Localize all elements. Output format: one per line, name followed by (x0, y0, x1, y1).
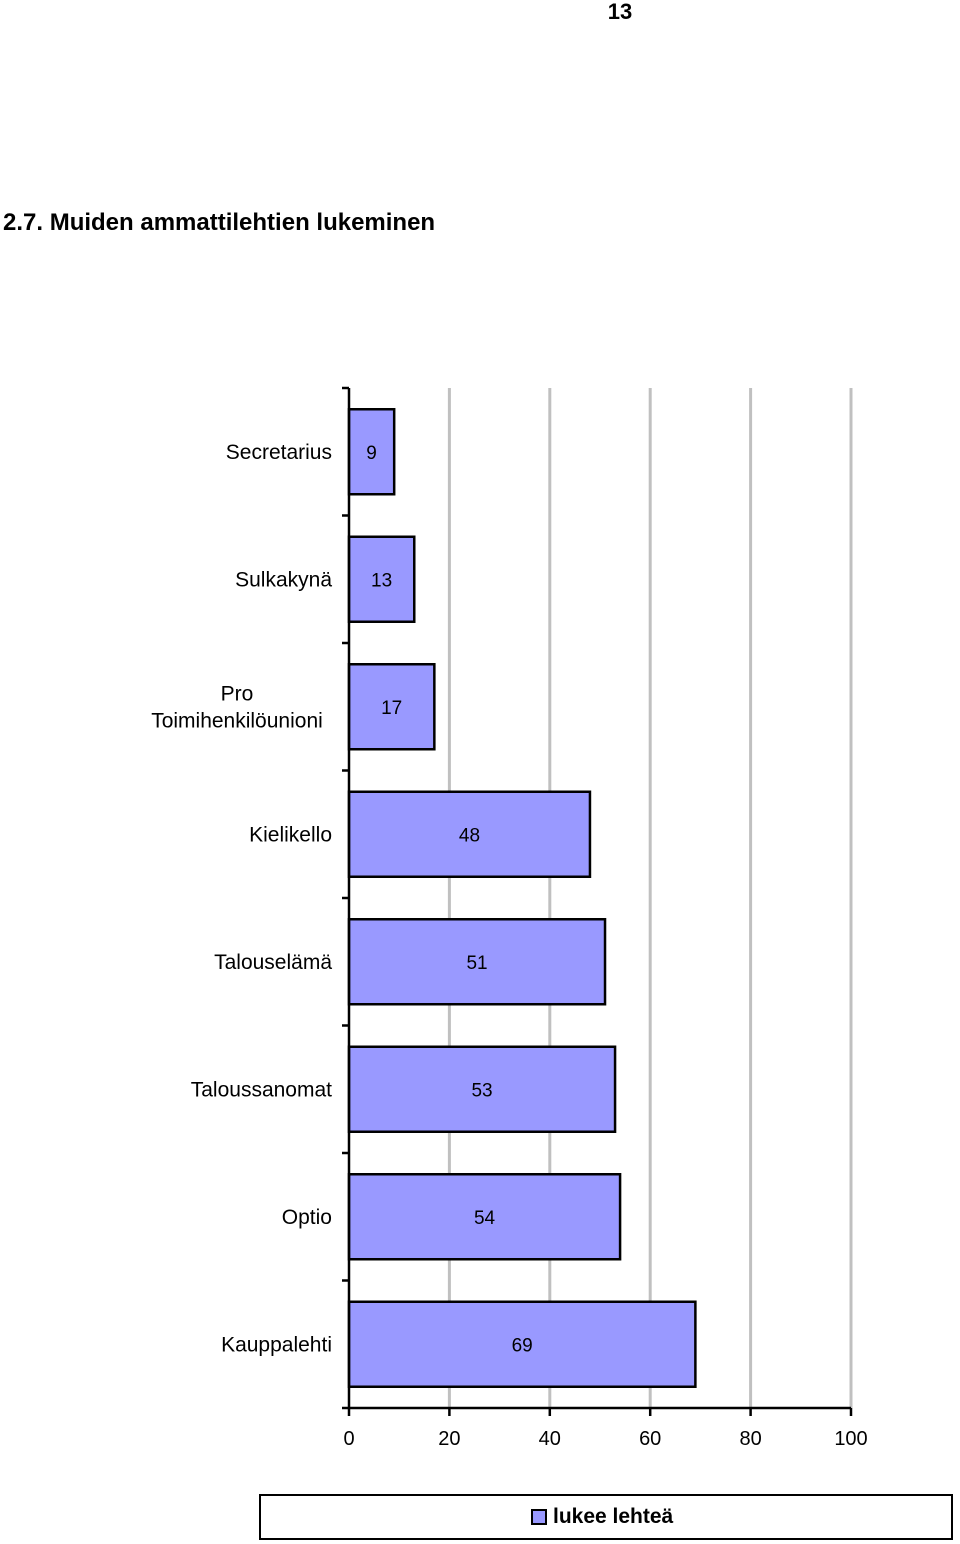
legend-label: lukee lehteä (553, 1505, 674, 1528)
x-tick-label: 80 (739, 1428, 761, 1450)
chart-axes (342, 386, 853, 1416)
section-title: 2.7. Muiden ammattilehtien lukeminen (3, 209, 436, 236)
category-label-line: Toimihenkilöunioni (151, 709, 323, 732)
category-label: Taloussanomat (191, 1078, 332, 1101)
bar-value-label: 17 (381, 698, 402, 719)
bar (347, 790, 592, 878)
category-label: Sulkakynä (235, 568, 332, 591)
chart-labels: 9 Secretarius 13 Sulkakynä 17 Pro Toimihenkilö… (151, 441, 867, 1450)
bar-value-label: 51 (466, 953, 487, 974)
x-tick-label: 40 (539, 1428, 561, 1450)
bar-value-label: 53 (471, 1080, 492, 1101)
bar-value-label: 9 (366, 443, 377, 464)
chart-legend: lukee lehteä (259, 1494, 953, 1540)
category-label: Kauppalehti (221, 1333, 332, 1356)
bar (347, 535, 416, 623)
x-tick-label: 60 (639, 1428, 661, 1450)
category-label: Pro Toimihenkilöunioni (151, 682, 323, 732)
bar (347, 1300, 697, 1388)
category-label: Optio (282, 1206, 332, 1229)
bar-value-label: 13 (371, 570, 392, 591)
category-label: Secretarius (226, 441, 332, 464)
page-number: 13 (607, 0, 633, 24)
x-tick-label: 0 (343, 1428, 354, 1450)
bar-value-label: 48 (459, 825, 480, 846)
x-tick-label: 20 (438, 1428, 460, 1450)
legend-entry: lukee lehteä (531, 1505, 673, 1529)
category-label: Kielikello (249, 823, 332, 846)
bar-value-label: 54 (474, 1208, 496, 1229)
category-label: Talouselämä (214, 951, 332, 974)
bar-value-label: 69 (512, 1335, 533, 1356)
category-label-line: Pro (221, 682, 254, 705)
chart-bars (347, 408, 697, 1388)
bar-chart: 9 Secretarius 13 Sulkakynä 17 Pro Toimihenkilö… (151, 386, 868, 1450)
legend-swatch (531, 1509, 547, 1525)
bar (347, 1045, 617, 1133)
x-tick-label: 100 (834, 1428, 867, 1450)
